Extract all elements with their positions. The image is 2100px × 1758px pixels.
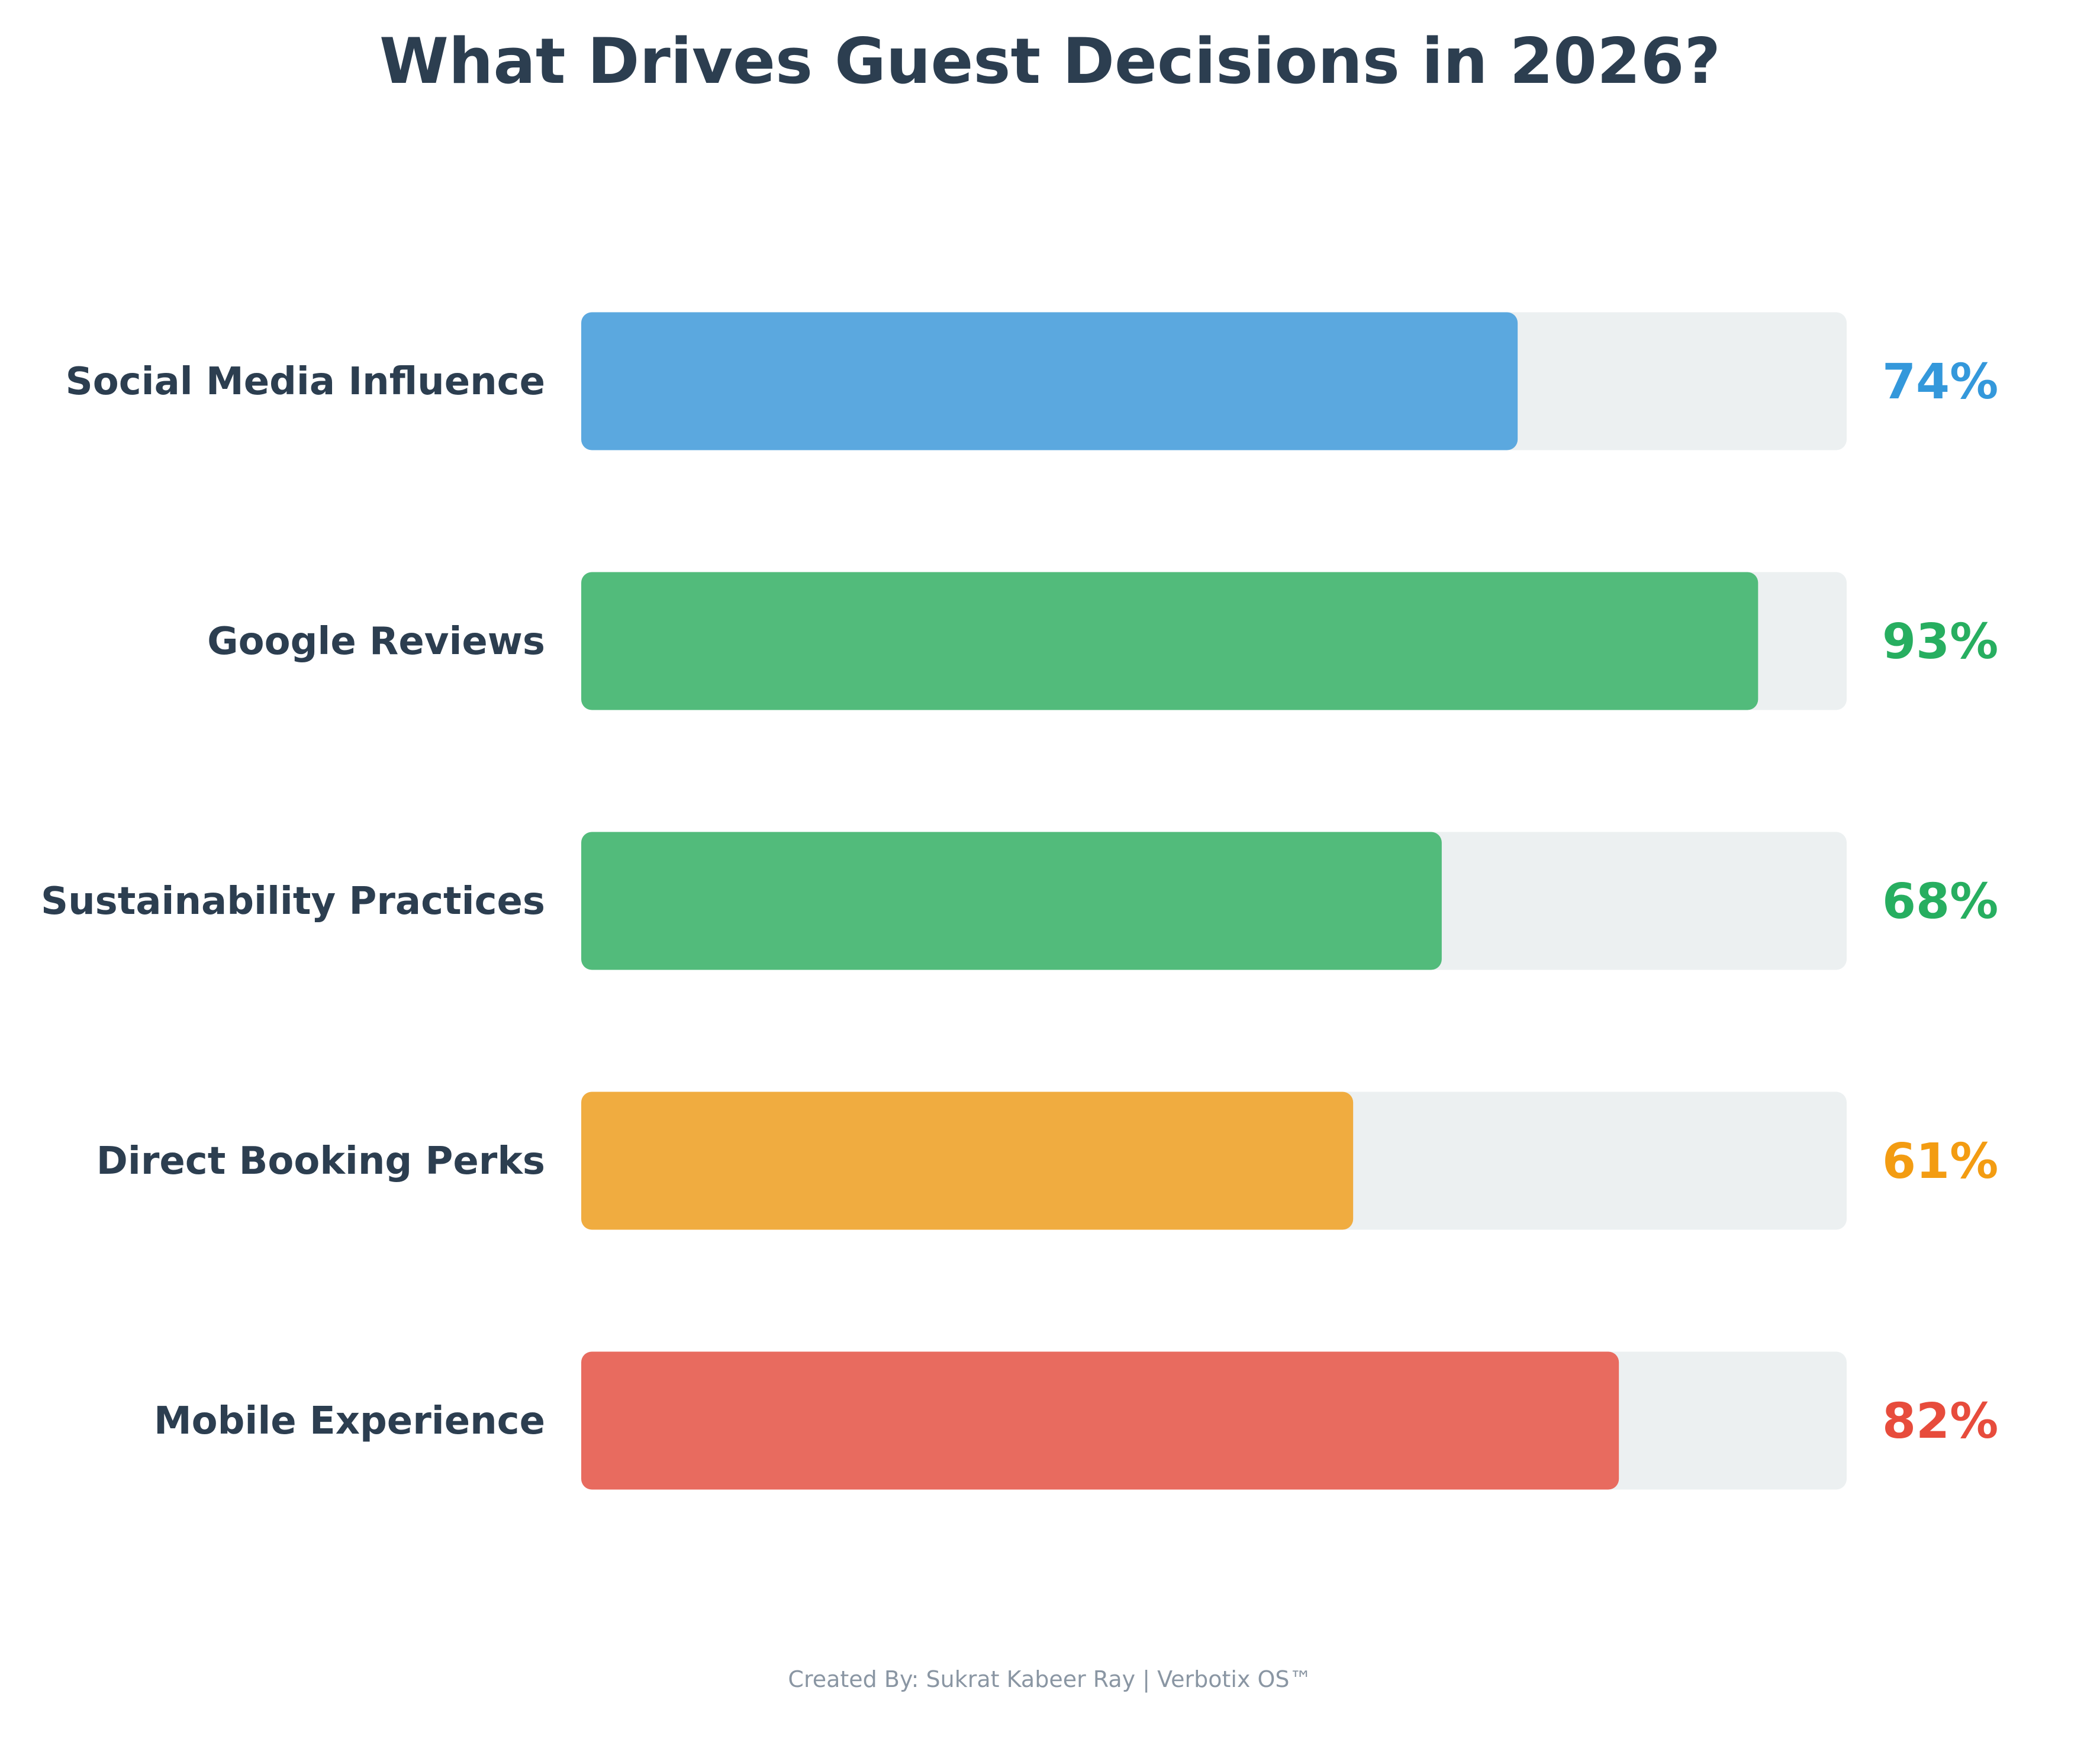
bar-row: Google Reviews 93% xyxy=(207,572,1998,710)
category-label: Google Reviews xyxy=(207,620,545,664)
bar-row: Mobile Experience 82% xyxy=(154,1351,1998,1490)
value-label: 82% xyxy=(1882,1393,1998,1450)
value-label: 61% xyxy=(1882,1134,1998,1190)
bar xyxy=(581,572,1758,710)
bar-row: Social Media Influence 74% xyxy=(66,312,1998,450)
bar-row: Sustainability Practices 68% xyxy=(41,832,1998,970)
value-label: 93% xyxy=(1882,614,1998,670)
bar xyxy=(581,1351,1619,1490)
category-label: Sustainability Practices xyxy=(41,880,545,923)
category-label: Social Media Influence xyxy=(66,360,545,404)
category-label: Direct Booking Perks xyxy=(96,1139,545,1183)
value-label: 68% xyxy=(1882,874,1998,930)
chart-title: What Drives Guest Decisions in 2026? xyxy=(379,25,1721,98)
bar xyxy=(581,1091,1354,1230)
footer-credit: Created By: Sukrat Kabeer Ray | Verbotix… xyxy=(788,1666,1312,1693)
bars-group: Social Media Influence 74% Google Reviews 9… xyxy=(41,312,1998,1490)
bar xyxy=(581,832,1442,970)
category-label: Mobile Experience xyxy=(154,1399,545,1443)
bar-row: Direct Booking Perks 61% xyxy=(96,1091,1998,1230)
bar xyxy=(581,312,1518,450)
value-label: 74% xyxy=(1882,354,1998,410)
